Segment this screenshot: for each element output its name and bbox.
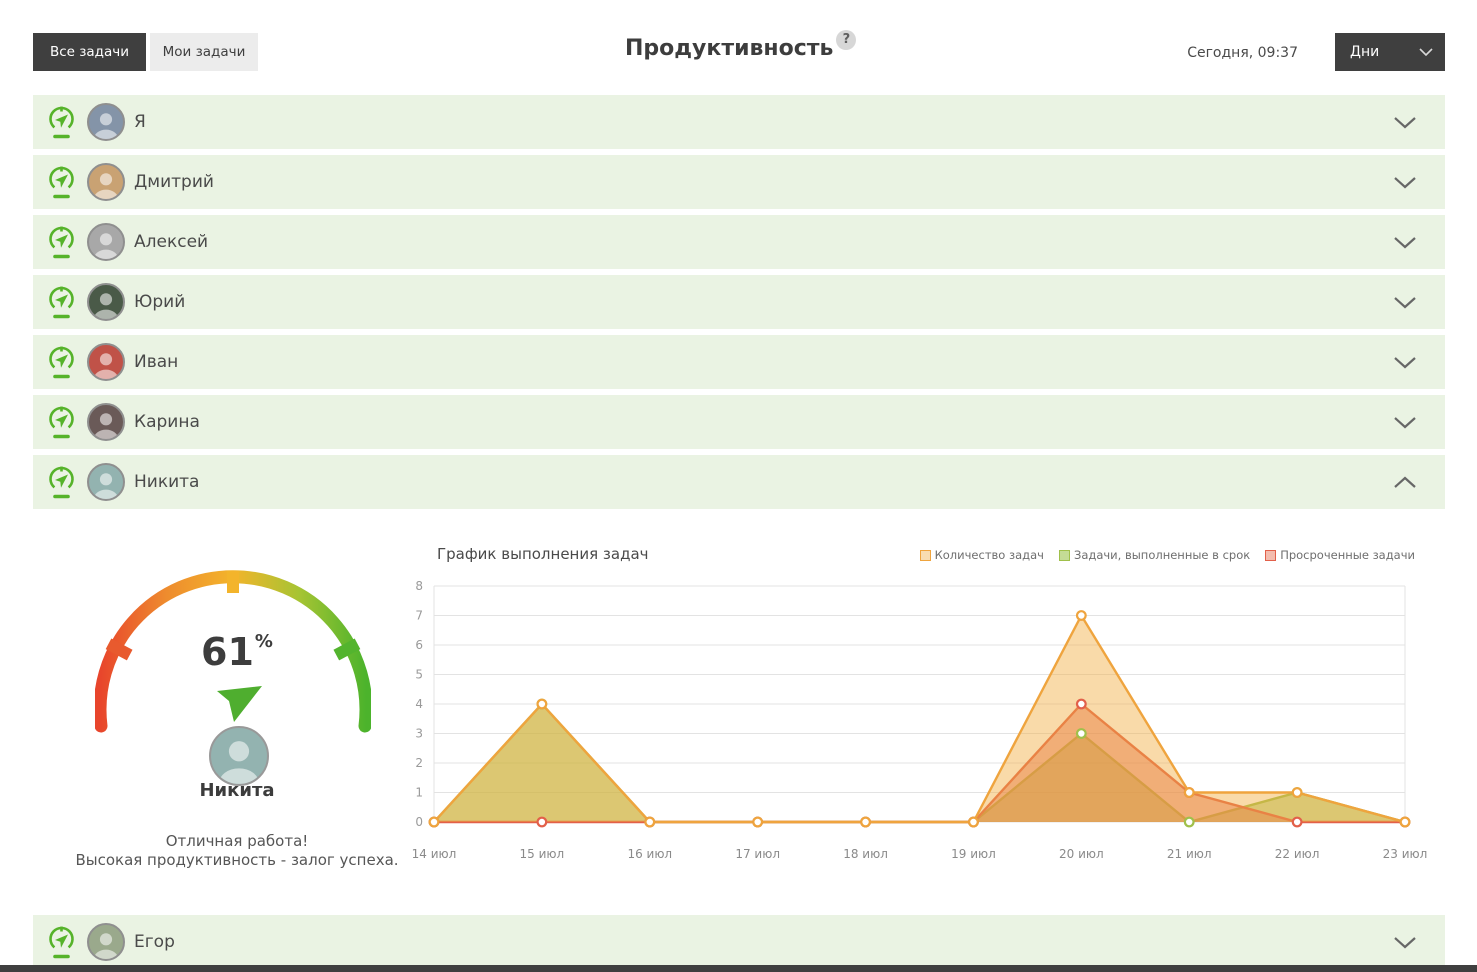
avatar [87,103,125,141]
y-axis-labels: 0 1 2 3 4 5 6 7 8 [415,579,423,829]
svg-text:19 июл: 19 июл [951,847,996,861]
svg-text:3: 3 [415,727,423,741]
legend-label: Количество задач [934,548,1044,562]
productivity-meter-icon [49,406,74,439]
user-name: Егор [134,932,175,952]
svg-text:23 июл: 23 июл [1383,847,1428,861]
avatar [87,223,125,261]
gauge-message: Отличная работа! Высокая продуктивность … [75,832,399,869]
chevron-icon[interactable] [1393,356,1417,369]
chevron-icon[interactable] [1393,416,1417,429]
user-row[interactable]: Алексей [33,215,1445,269]
user-list-top: Я Дмитрий Алексей [33,95,1445,515]
svg-text:16 июл: 16 июл [627,847,672,861]
legend-swatch-icon [919,549,931,561]
svg-text:15 июл: 15 июл [520,847,565,861]
chart-markers [428,610,1411,828]
user-name: Никита [134,472,200,492]
period-dropdown-label: Дни [1350,44,1380,60]
svg-text:1: 1 [415,786,423,800]
all-tasks-button[interactable]: Все задачи [33,33,146,71]
x-axis-labels: 14 июл 15 июл 16 июл 17 июл 18 июл 19 июл 20 и… [412,847,1428,861]
chevron-icon[interactable] [1393,476,1417,489]
chevron-down-icon [1419,48,1433,56]
svg-text:2: 2 [415,756,423,770]
svg-text:17 июл: 17 июл [735,847,780,861]
user-name: Юрий [134,292,186,312]
svg-text:18 июл: 18 июл [843,847,888,861]
productivity-meter-icon [49,346,74,379]
chart-grid [433,585,1406,823]
user-name: Карина [134,412,200,432]
svg-text:8: 8 [415,579,423,593]
svg-text:21 июл: 21 июл [1167,847,1212,861]
legend-item: Просроченные задачи [1265,548,1415,562]
gauge-user-name: Никита [199,780,275,801]
chevron-icon[interactable] [1393,176,1417,189]
productivity-meter-icon [49,926,74,959]
productivity-gauge-panel: 61% Никита Отличная работа! Высокая прод… [50,560,424,890]
svg-text:20 июл: 20 июл [1059,847,1104,861]
user-row[interactable]: Дмитрий [33,155,1445,209]
chevron-icon[interactable] [1393,936,1417,949]
legend-item: Задачи, выполненные в срок [1058,548,1251,562]
svg-text:22 июл: 22 июл [1275,847,1320,861]
legend-swatch-icon [1058,549,1070,561]
current-time: Сегодня, 09:37 [1187,45,1298,61]
productivity-meter-icon [49,466,74,499]
productivity-meter-icon [49,286,74,319]
svg-text:0: 0 [415,815,423,829]
page-title: Продуктивность [625,36,834,61]
my-tasks-button[interactable]: Мои задачи [150,33,258,71]
user-name: Я [134,112,146,132]
avatar [87,923,125,961]
user-row[interactable]: Егор [33,915,1445,969]
avatar [87,403,125,441]
gauge-needle-arrow-icon [217,686,262,722]
chart-title: График выполнения задач [437,545,649,563]
user-list-bottom: Егор [33,915,1445,972]
user-row[interactable]: Я [33,95,1445,149]
legend-label: Просроченные задачи [1280,548,1415,562]
svg-text:14 июл: 14 июл [412,847,457,861]
chevron-icon[interactable] [1393,236,1417,249]
help-icon[interactable]: ? [836,30,857,50]
svg-text:6: 6 [415,638,423,652]
user-name: Дмитрий [134,172,214,192]
svg-text:7: 7 [415,609,423,623]
user-name: Алексей [134,232,209,252]
avatar [209,726,269,786]
productivity-meter-icon [49,226,74,259]
svg-text:4: 4 [415,697,423,711]
productivity-meter-icon [49,106,74,139]
svg-text:5: 5 [415,668,423,682]
avatar [87,163,125,201]
user-row[interactable]: Юрий [33,275,1445,329]
avatar [87,283,125,321]
task-chart-panel: График выполнения задач Количество задач… [408,545,1448,875]
avatar [87,463,125,501]
period-dropdown[interactable]: Дни [1335,33,1445,71]
legend-label: Задачи, выполненные в срок [1073,548,1251,562]
user-row[interactable]: Иван [33,335,1445,389]
legend-item: Количество задач [919,548,1044,562]
chevron-icon[interactable] [1393,296,1417,309]
header-title-block: Продуктивность? [625,30,857,61]
legend-swatch-icon [1265,549,1277,561]
user-name: Иван [134,352,179,372]
gauge-arc [95,570,371,733]
bottom-bar [0,965,1477,972]
productivity-meter-icon [49,166,74,199]
chevron-icon[interactable] [1393,116,1417,129]
chart-series [433,613,1406,824]
user-row[interactable]: Карина [33,395,1445,449]
chart-legend: Количество задач Задачи, выполненные в ср… [919,548,1415,562]
user-row[interactable]: Никита [33,455,1445,509]
avatar [87,343,125,381]
gauge-value: 61% [201,630,273,674]
